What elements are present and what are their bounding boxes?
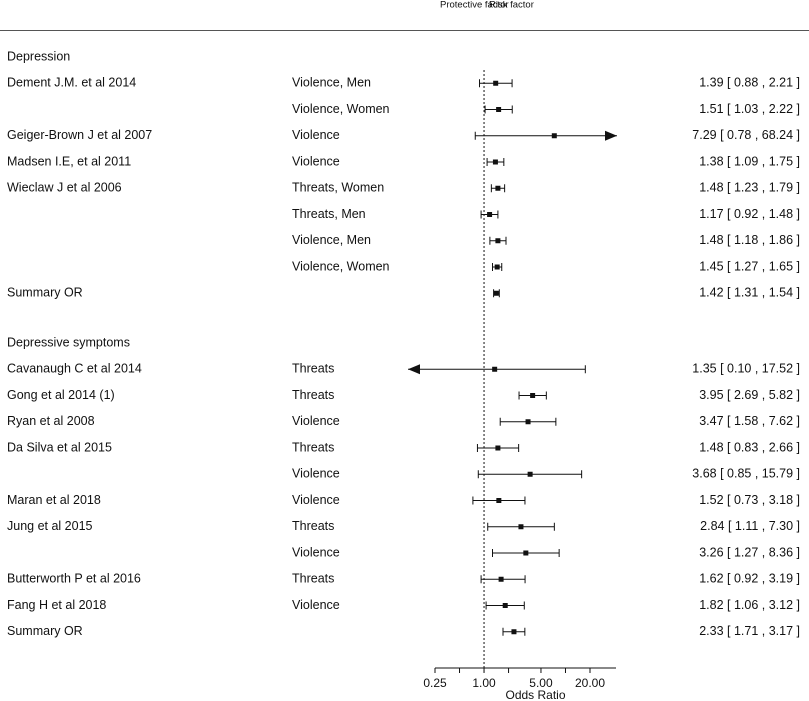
study-point-estimate xyxy=(502,603,508,608)
study-name: Madsen I.E, et al 2011 xyxy=(7,154,131,168)
study-outcome: Violence, Men xyxy=(292,76,371,90)
study-point-estimate xyxy=(523,550,529,556)
summary-label: Summary OR xyxy=(7,286,83,300)
study-point-estimate xyxy=(494,264,500,270)
study-ci-right-arrow xyxy=(605,130,617,141)
study-ci-text: 3.26 [ 1.27 , 8.36 ] xyxy=(699,545,800,559)
study-name: Butterworth P et al 2016 xyxy=(7,572,141,586)
study-outcome: Violence xyxy=(292,154,340,168)
study-ci-text: 7.29 [ 0.78 , 68.24 ] xyxy=(692,128,800,142)
study-outcome: Threats xyxy=(292,440,334,454)
study-ci-text: 1.35 [ 0.10 , 17.52 ] xyxy=(692,362,800,376)
study-point-estimate xyxy=(487,212,493,217)
study-point-estimate xyxy=(530,393,536,398)
study-point-estimate xyxy=(498,576,504,582)
study-ci-text: 1.45 [ 1.27 , 1.65 ] xyxy=(699,259,800,273)
study-ci-text: 1.48 [ 0.83 , 2.66 ] xyxy=(699,440,800,454)
study-outcome: Violence xyxy=(292,545,340,559)
study-outcome: Violence, Women xyxy=(292,259,390,273)
study-ci-text: 1.39 [ 0.88 , 2.21 ] xyxy=(699,76,800,90)
study-point-estimate xyxy=(496,498,502,503)
group-title: Depression xyxy=(7,49,70,63)
study-outcome: Threats, Women xyxy=(292,181,384,195)
study-name: Ryan et al 2008 xyxy=(7,414,95,428)
study-outcome: Violence xyxy=(292,598,340,612)
study-name: Geiger-Brown J et al 2007 xyxy=(7,128,152,142)
study-point-estimate xyxy=(495,185,501,191)
study-outcome: Violence xyxy=(292,414,340,428)
summary-point-estimate xyxy=(493,290,499,296)
study-ci-text: 1.48 [ 1.23 , 1.79 ] xyxy=(699,181,800,195)
study-outcome: Violence, Women xyxy=(292,102,390,116)
study-outcome: Threats xyxy=(292,388,334,402)
study-ci-text: 1.51 [ 1.03 , 2.22 ] xyxy=(699,102,800,116)
study-ci-text: 1.62 [ 0.92 , 3.19 ] xyxy=(699,572,800,586)
x-tick-label: 1.00 xyxy=(472,676,496,690)
x-tick-label: 20.00 xyxy=(575,676,605,690)
group-title: Depressive symptoms xyxy=(7,335,130,349)
study-outcome: Violence xyxy=(292,467,340,481)
study-point-estimate xyxy=(492,159,498,165)
summary-ci-text: 1.42 [ 1.31 , 1.54 ] xyxy=(699,286,800,300)
study-name: Dement J.M. et al 2014 xyxy=(7,76,136,90)
study-name: Cavanaugh C et al 2014 xyxy=(7,362,142,376)
study-ci-left-arrow xyxy=(408,364,420,375)
study-outcome: Violence xyxy=(292,128,340,142)
study-ci-text: 1.38 [ 1.09 , 1.75 ] xyxy=(699,154,800,168)
x-axis-label: Odds Ratio xyxy=(505,688,565,701)
study-outcome: Threats xyxy=(292,519,334,533)
study-name: Wieclaw J et al 2006 xyxy=(7,181,122,195)
study-point-estimate xyxy=(493,80,499,86)
study-ci-text: 1.48 [ 1.18 , 1.86 ] xyxy=(699,233,800,247)
study-point-estimate xyxy=(525,419,531,425)
study-ci-text: 1.82 [ 1.06 , 3.12 ] xyxy=(699,598,800,612)
header-risk-factor: Risk factor xyxy=(489,0,534,11)
study-point-estimate xyxy=(551,133,557,139)
study-name: Fang H et al 2018 xyxy=(7,598,106,612)
study-point-estimate xyxy=(495,445,501,451)
header-protective-factor: Protective factor xyxy=(440,0,509,11)
study-outcome: Violence, Men xyxy=(292,233,371,247)
study-outcome: Threats, Men xyxy=(292,207,366,221)
summary-point-estimate xyxy=(511,629,517,635)
study-point-estimate xyxy=(527,471,533,477)
study-name: Maran et al 2018 xyxy=(7,493,101,507)
study-outcome: Threats xyxy=(292,572,334,586)
study-point-estimate xyxy=(492,366,498,372)
summary-label: Summary OR xyxy=(7,624,83,638)
study-point-estimate xyxy=(518,524,524,530)
study-ci-text: 1.52 [ 0.73 , 3.18 ] xyxy=(699,493,800,507)
study-name: Gong et al 2014 (1) xyxy=(7,388,115,402)
study-ci-text: 3.68 [ 0.85 , 15.79 ] xyxy=(692,467,800,481)
study-point-estimate xyxy=(495,238,501,244)
study-ci-text: 2.84 [ 1.11 , 7.30 ] xyxy=(700,519,800,533)
study-outcome: Threats xyxy=(292,362,334,376)
study-point-estimate xyxy=(496,107,502,112)
x-tick-label: 0.25 xyxy=(423,676,447,690)
study-outcome: Violence xyxy=(292,493,340,507)
study-ci-text: 3.95 [ 2.69 , 5.82 ] xyxy=(699,388,800,402)
x-tick-label: 5.00 xyxy=(529,676,553,690)
study-ci-text: 3.47 [ 1.58 , 7.62 ] xyxy=(699,414,800,428)
summary-ci-text: 2.33 [ 1.71 , 3.17 ] xyxy=(699,624,800,638)
study-ci-text: 1.17 [ 0.92 , 1.48 ] xyxy=(699,207,800,221)
study-name: Jung et al 2015 xyxy=(7,519,93,533)
study-name: Da Silva et al 2015 xyxy=(7,440,112,454)
